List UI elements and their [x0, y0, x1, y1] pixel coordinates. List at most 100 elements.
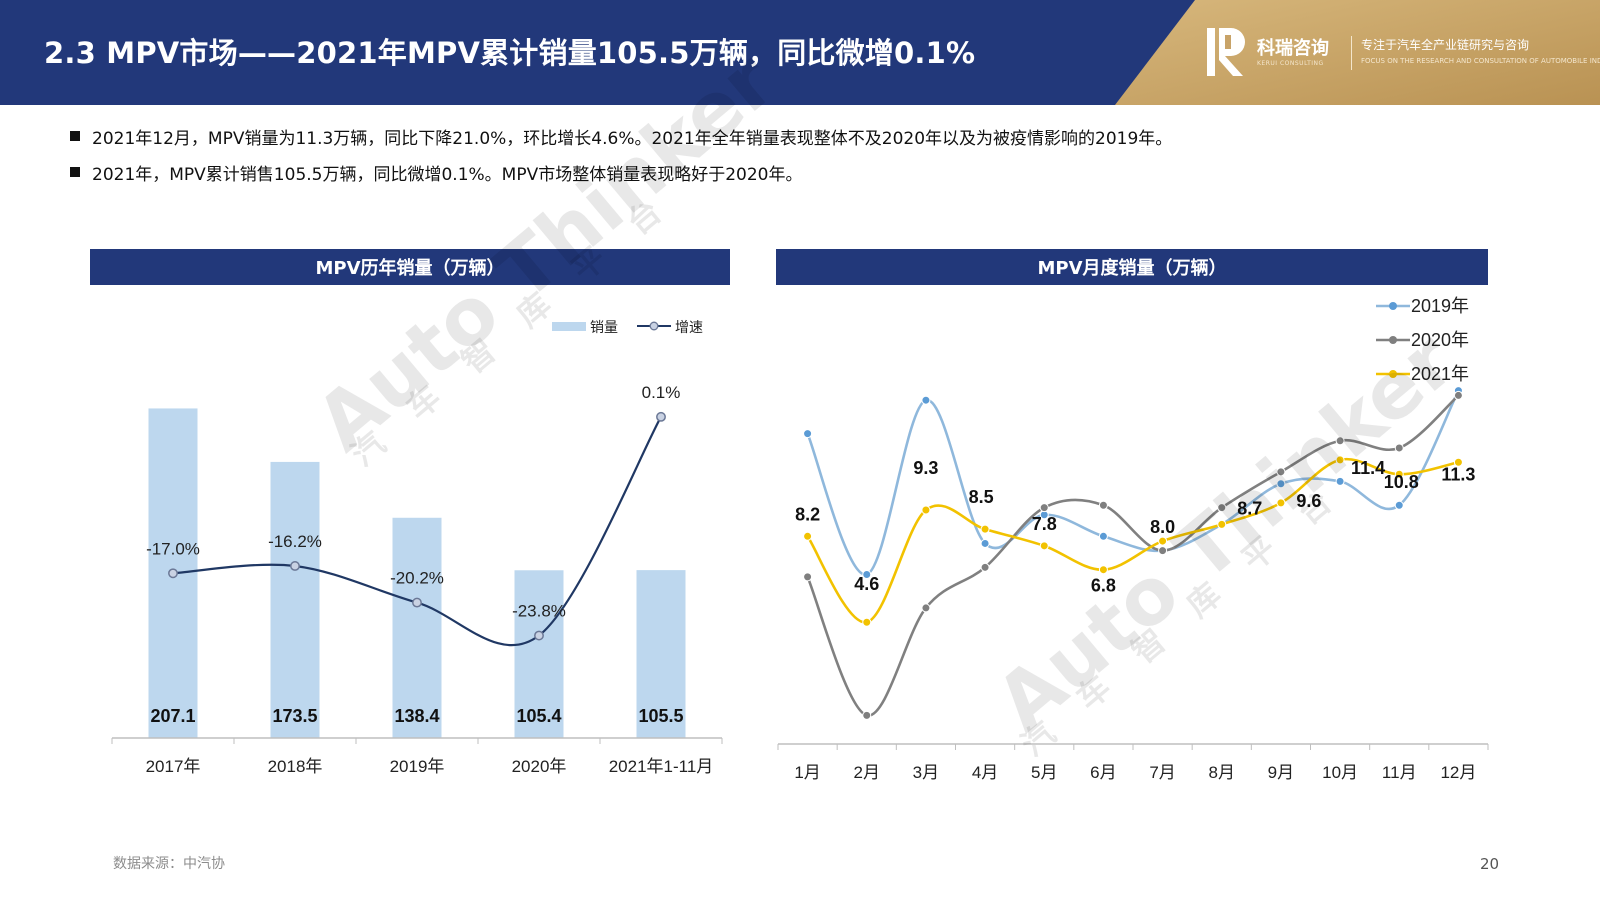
series-point — [803, 531, 813, 541]
monthly-data-label: 9.6 — [1296, 491, 1321, 511]
company-logo: 科瑞咨询 KERUI CONSULTING 专注于汽车全产业链研究与咨询 FOC… — [1205, 24, 1600, 84]
growth-rate-point — [168, 568, 178, 579]
slide-title: 2.3 MPV市场——2021年MPV累计销量105.5万辆，同比微增0.1% — [44, 36, 976, 70]
monthly-x-tick-label: 4月 — [972, 763, 998, 782]
series-point — [1394, 443, 1404, 453]
series-point — [980, 524, 990, 534]
series-point — [1039, 541, 1049, 551]
bar-value-label: 105.4 — [516, 706, 561, 726]
growth-rate-label: -20.2% — [390, 569, 444, 588]
bar-value-label: 138.4 — [394, 706, 439, 726]
annual-x-tick-label: 2019年 — [390, 757, 445, 776]
series-point — [1217, 519, 1227, 529]
series-point — [1335, 476, 1345, 486]
series-point — [1453, 390, 1463, 400]
series-point — [921, 603, 931, 613]
monthly-data-label: 8.5 — [969, 487, 994, 507]
monthly-x-tick-label: 6月 — [1090, 763, 1116, 782]
bullet-text: 2021年，MPV累计销售105.5万辆，同比微增0.1%。MPV市场整体销量表… — [92, 164, 803, 185]
legend-marker — [1389, 336, 1397, 344]
series-point — [1098, 531, 1108, 541]
kerui-logo-icon — [1207, 28, 1245, 76]
legend-marker — [1389, 370, 1397, 378]
annual-x-tick-label: 2020年 — [512, 757, 567, 776]
header-gold-band — [1115, 0, 1600, 105]
annual-x-tick-label: 2017年 — [146, 757, 201, 776]
monthly-x-tick-label: 9月 — [1268, 763, 1294, 782]
monthly-x-tick-label: 2月 — [854, 763, 880, 782]
growth-rate-label: 0.1% — [642, 383, 681, 402]
series-point — [1276, 467, 1286, 477]
series-point — [921, 395, 931, 405]
monthly-x-tick-label: 3月 — [913, 763, 939, 782]
growth-rate-point — [534, 630, 544, 641]
legend-label: 2021年 — [1411, 364, 1469, 384]
annual-x-tick-label: 2018年 — [268, 757, 323, 776]
series-point — [1394, 469, 1404, 479]
legend-marker — [1389, 302, 1397, 310]
logo-slogan: 专注于汽车全产业链研究与咨询 — [1361, 38, 1530, 52]
series-point — [862, 617, 872, 627]
annual-x-tick-label: 2021年1-11月 — [609, 757, 714, 776]
monthly-data-label: 9.3 — [913, 458, 938, 478]
bullet-item: 2021年，MPV累计销售105.5万辆，同比微增0.1%。MPV市场整体销量表… — [70, 154, 1550, 190]
series-point — [1158, 536, 1168, 546]
series-point — [862, 710, 872, 720]
monthly-x-tick-label: 10月 — [1322, 763, 1358, 782]
monthly-x-tick-label: 1月 — [794, 763, 820, 782]
legend-bar-swatch — [552, 322, 586, 331]
monthly-data-label: 6.8 — [1091, 576, 1116, 596]
series-point — [1039, 503, 1049, 513]
series-point — [803, 429, 813, 439]
legend-line-label: 增速 — [675, 319, 703, 335]
legend-bar-label: 销量 — [590, 319, 618, 335]
square-bullet-icon — [70, 167, 80, 177]
monthly-data-label: 11.3 — [1441, 464, 1475, 484]
square-bullet-icon — [70, 131, 80, 141]
bar-2 — [270, 461, 320, 738]
monthly-x-tick-label: 8月 — [1209, 763, 1235, 782]
series-point — [980, 538, 990, 548]
monthly-x-tick-label: 5月 — [1031, 763, 1057, 782]
monthly-data-label: 11.4 — [1351, 458, 1385, 478]
bullet-text: 2021年12月，MPV销量为11.3万辆，同比下降21.0%，环比增长4.6%… — [92, 128, 1173, 149]
series-line-2019年 — [806, 390, 1460, 576]
growth-rate-point — [412, 597, 422, 608]
monthly-data-label: 7.8 — [1032, 514, 1057, 534]
series-point — [1276, 498, 1286, 508]
growth-rate-line — [172, 416, 662, 647]
annual-chart-title: MPV历年销量（万辆） — [90, 249, 730, 285]
growth-rate-label: -17.0% — [146, 539, 200, 558]
logo-divider — [1351, 36, 1352, 70]
monthly-x-tick-label: 7月 — [1149, 763, 1175, 782]
series-point — [803, 572, 813, 582]
page-number: 20 — [1480, 855, 1500, 873]
series-point — [1335, 455, 1345, 465]
series-point — [1276, 479, 1286, 489]
series-point — [980, 562, 990, 572]
monthly-data-label: 10.8 — [1384, 472, 1419, 492]
monthly-data-label: 8.0 — [1150, 517, 1175, 537]
monthly-chart-title: MPV月度销量（万辆） — [776, 249, 1488, 285]
series-point — [1158, 546, 1168, 556]
bar-4 — [514, 570, 564, 738]
growth-rate-point — [656, 411, 666, 422]
monthly-data-label: 8.7 — [1237, 498, 1262, 518]
series-point — [1098, 500, 1108, 510]
series-point — [1335, 436, 1345, 446]
bar-5 — [636, 570, 686, 738]
logo-slogan-en: FOCUS ON THE RESEARCH AND CONSULTATION O… — [1361, 57, 1600, 65]
series-point — [1217, 503, 1227, 513]
series-point — [1394, 500, 1404, 510]
growth-rate-label: -16.2% — [268, 532, 322, 551]
bar-value-label: 207.1 — [150, 706, 195, 726]
series-point — [921, 505, 931, 515]
growth-rate-point — [290, 561, 300, 571]
legend-label: 2019年 — [1411, 296, 1469, 316]
monthly-data-label: 4.6 — [854, 574, 879, 594]
data-source-note: 数据来源：中汽协 — [113, 856, 225, 872]
bullet-item: 2021年12月，MPV销量为11.3万辆，同比下降21.0%，环比增长4.6%… — [70, 118, 1550, 154]
logo-name: 科瑞咨询 — [1257, 38, 1329, 59]
legend-label: 2020年 — [1411, 330, 1469, 350]
